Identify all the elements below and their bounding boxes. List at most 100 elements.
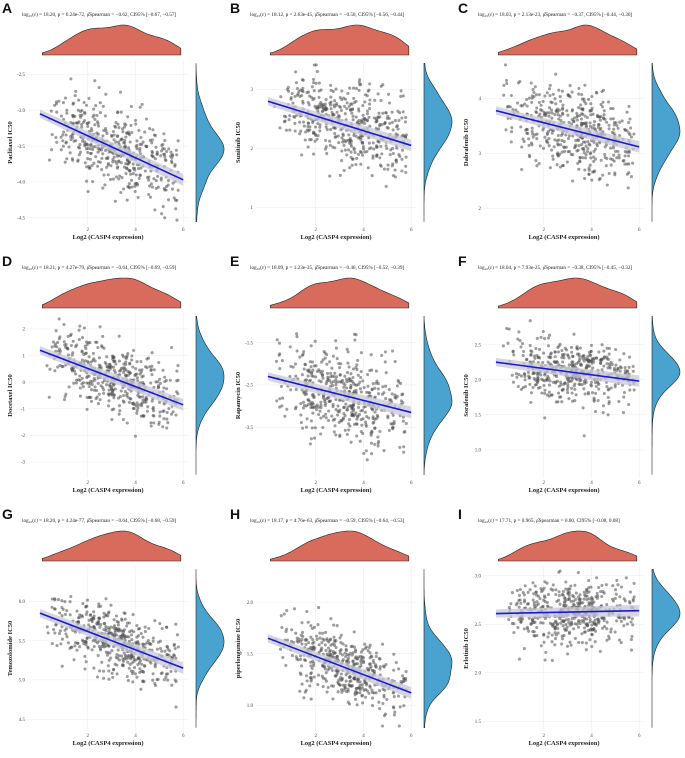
data-point [288, 345, 292, 349]
data-point [592, 621, 596, 625]
data-point [348, 86, 352, 90]
data-point [631, 161, 635, 165]
y-tick-label: 1 [23, 354, 26, 359]
data-point [520, 341, 525, 346]
data-point [302, 696, 306, 700]
data-point [78, 113, 82, 117]
data-point [361, 379, 365, 383]
data-point [514, 372, 519, 376]
data-point [314, 81, 318, 85]
data-point [94, 104, 98, 108]
data-point [132, 666, 137, 670]
data-point [361, 113, 365, 117]
data-point [162, 147, 166, 151]
y-tick-label: 5.0 [19, 679, 26, 684]
data-point [547, 87, 552, 91]
data-point [112, 396, 116, 400]
data-point [529, 141, 534, 145]
data-point [594, 623, 598, 627]
data-point [564, 587, 568, 591]
data-point [54, 135, 58, 140]
data-point [537, 100, 541, 104]
data-point [164, 675, 168, 679]
data-point [388, 153, 392, 157]
data-point [371, 141, 375, 145]
data-point [275, 338, 279, 342]
data-point [539, 644, 543, 648]
data-point [274, 359, 279, 363]
data-point [354, 333, 358, 337]
data-point [57, 99, 61, 103]
data-point [555, 360, 559, 364]
data-point [533, 584, 537, 588]
data-point [112, 133, 116, 137]
data-point [91, 145, 95, 149]
data-point [582, 151, 586, 155]
data-point [335, 357, 339, 361]
y-axis-label: Erlotinib IC50 [463, 628, 470, 669]
data-point [145, 409, 149, 413]
data-point [329, 128, 333, 132]
x-axis-label: Log2 (CASP4 expression) [72, 740, 143, 747]
data-point [382, 449, 386, 453]
data-point [104, 129, 108, 133]
data-point [625, 622, 629, 626]
data-point [558, 616, 562, 621]
data-point [338, 95, 342, 100]
data-point [165, 645, 170, 649]
data-point [150, 351, 154, 355]
data-point [355, 662, 360, 666]
data-point [575, 622, 579, 626]
data-point [59, 135, 63, 139]
data-point [86, 359, 90, 364]
data-point [136, 627, 141, 631]
y-tick-label: 2 [479, 207, 482, 212]
data-point [602, 349, 606, 353]
data-point [569, 345, 574, 349]
data-point [560, 400, 564, 404]
data-point [84, 612, 88, 616]
data-point [387, 101, 392, 105]
data-point [328, 399, 333, 403]
data-point [105, 365, 109, 369]
data-point [364, 420, 368, 424]
data-point [105, 653, 109, 657]
data-point [138, 142, 142, 146]
data-point [149, 182, 153, 186]
data-point [105, 131, 109, 135]
data-point [338, 683, 342, 687]
data-point [136, 663, 140, 667]
data-point [537, 162, 541, 166]
data-point [135, 360, 139, 364]
data-point [576, 138, 580, 142]
data-point [618, 595, 622, 599]
data-point [351, 114, 355, 118]
data-point [588, 617, 592, 621]
data-point [363, 150, 367, 154]
data-point [313, 104, 317, 108]
data-point [102, 128, 106, 133]
data-point [335, 103, 339, 107]
panel-letter: F [458, 253, 467, 269]
data-point [334, 646, 338, 650]
data-point [531, 598, 535, 602]
data-point [531, 132, 535, 136]
data-point [353, 150, 357, 155]
data-point [323, 404, 327, 408]
data-point [378, 429, 382, 433]
x-tick-label: 6 [182, 228, 185, 233]
data-point [173, 163, 177, 167]
data-point [132, 348, 136, 352]
data-point [159, 176, 163, 180]
data-point [102, 388, 106, 392]
data-point [104, 92, 108, 96]
y-tick-label: 1.0 [247, 704, 254, 709]
data-point [109, 388, 114, 392]
data-point [107, 625, 111, 630]
data-point [362, 386, 366, 390]
data-point [505, 81, 509, 86]
data-point [617, 153, 621, 157]
data-point [355, 703, 359, 707]
